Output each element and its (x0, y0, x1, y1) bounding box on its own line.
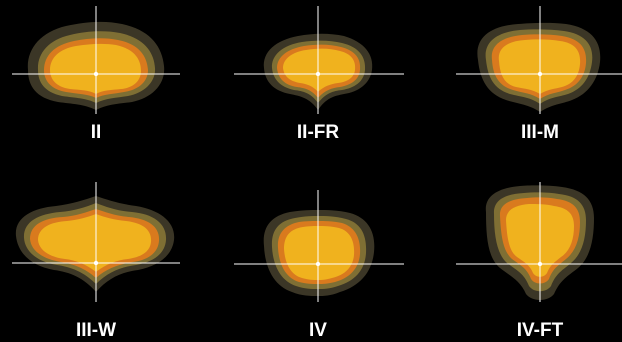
pattern-iii-w-bands (15, 196, 175, 292)
pattern-ii: II (12, 6, 180, 143)
band-core (284, 226, 355, 280)
pattern-ii-label: II (91, 122, 102, 143)
pattern-iii-m-label: III-M (521, 122, 559, 143)
pattern-iv-ft: IV-FT (456, 182, 622, 341)
pattern-iii-m-bands (477, 22, 601, 112)
pattern-ii-fr-label: II-FR (297, 122, 339, 143)
pattern-iii-m: III-M (456, 6, 622, 143)
band-core (283, 48, 356, 92)
band-core (38, 214, 152, 272)
pattern-iii-w-label: III-W (76, 320, 116, 341)
pattern-ii-center-point (93, 71, 99, 77)
pattern-iv-bands (263, 210, 375, 296)
pattern-iv: IV (234, 190, 404, 341)
pattern-iv-label: IV (309, 320, 327, 341)
pattern-iv-ft-label: IV-FT (517, 320, 564, 341)
pattern-iii-w: III-W (12, 182, 180, 341)
pattern-ii-fr: II-FR (234, 6, 404, 143)
pattern-iv-ft-center-point (537, 261, 543, 267)
pattern-iii-w-center-point (93, 260, 99, 266)
pattern-iv-center-point (315, 261, 321, 267)
pattern-ii-fr-center-point (315, 71, 321, 77)
band-core (498, 39, 581, 94)
pattern-iii-m-center-point (537, 71, 543, 77)
